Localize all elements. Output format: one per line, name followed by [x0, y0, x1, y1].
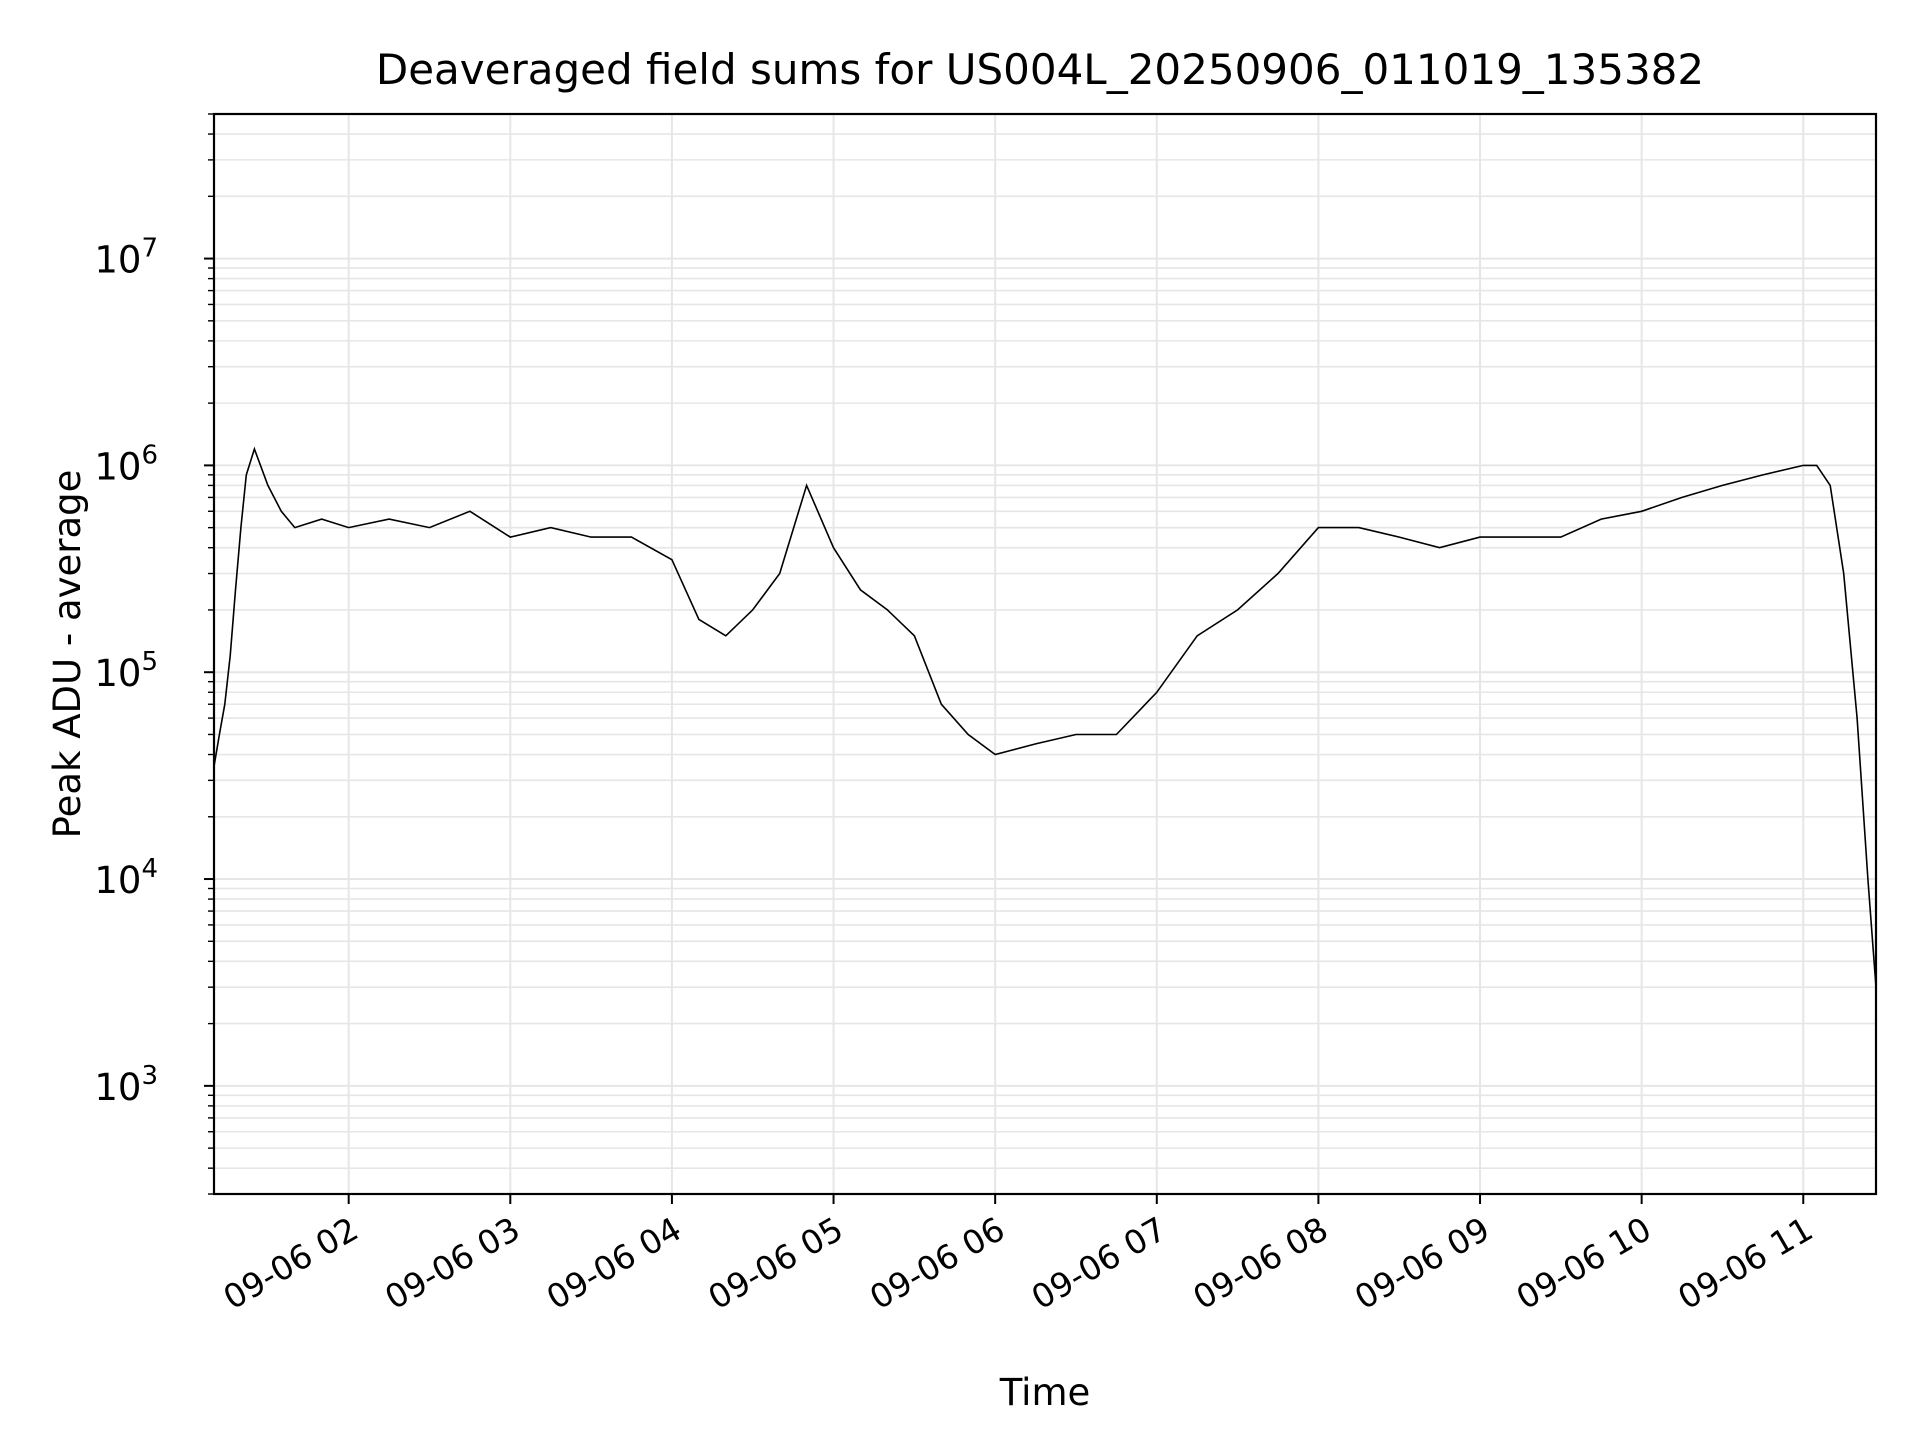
x-tick-label: 09-06 11	[1671, 1209, 1819, 1317]
chart-title: Deaveraged field sums for US004L_2025090…	[376, 45, 1704, 94]
y-tick-base: 10	[94, 445, 141, 488]
x-tick-label: 09-06 09	[1348, 1209, 1496, 1317]
y-axis-label: Peak ADU - average	[46, 470, 89, 839]
x-tick-label: 09-06 08	[1186, 1209, 1334, 1317]
y-tick-label: 105	[94, 647, 158, 695]
ticks-layer: 09-06 02 09-06 03 09-06 04 09-06 05 09-06 06…	[94, 113, 1819, 1317]
y-tick-label: 107	[94, 234, 158, 282]
y-tick-exponent: 6	[141, 440, 158, 470]
y-tick-base: 10	[94, 239, 141, 282]
y-tick-base: 10	[94, 652, 141, 695]
y-tick-base: 10	[94, 859, 141, 902]
y-tick-exponent: 5	[141, 647, 158, 677]
y-tick-exponent: 4	[141, 854, 158, 884]
y-tick-exponent: 3	[141, 1061, 158, 1091]
series-layer	[213, 446, 1877, 988]
grid-layer	[214, 113, 1876, 1195]
y-tick-base: 10	[94, 1066, 141, 1109]
plot-frame	[212, 112, 1878, 1196]
y-tick-label: 103	[94, 1061, 158, 1109]
series-line	[213, 446, 1877, 988]
y-tick-exponent: 7	[141, 234, 158, 264]
x-tick-label: 09-06 04	[540, 1209, 688, 1317]
x-tick-label: 09-06 03	[378, 1209, 526, 1317]
x-axis-label: Time	[999, 1371, 1091, 1414]
x-tick-label: 09-06 02	[217, 1209, 365, 1317]
y-tick-label: 106	[94, 440, 158, 488]
x-tick-label: 09-06 07	[1025, 1209, 1173, 1317]
y-tick-label: 104	[94, 854, 158, 902]
x-tick-label: 09-06 10	[1510, 1209, 1658, 1317]
x-tick-label: 09-06 05	[702, 1209, 850, 1317]
x-tick-label: 09-06 06	[863, 1209, 1011, 1317]
